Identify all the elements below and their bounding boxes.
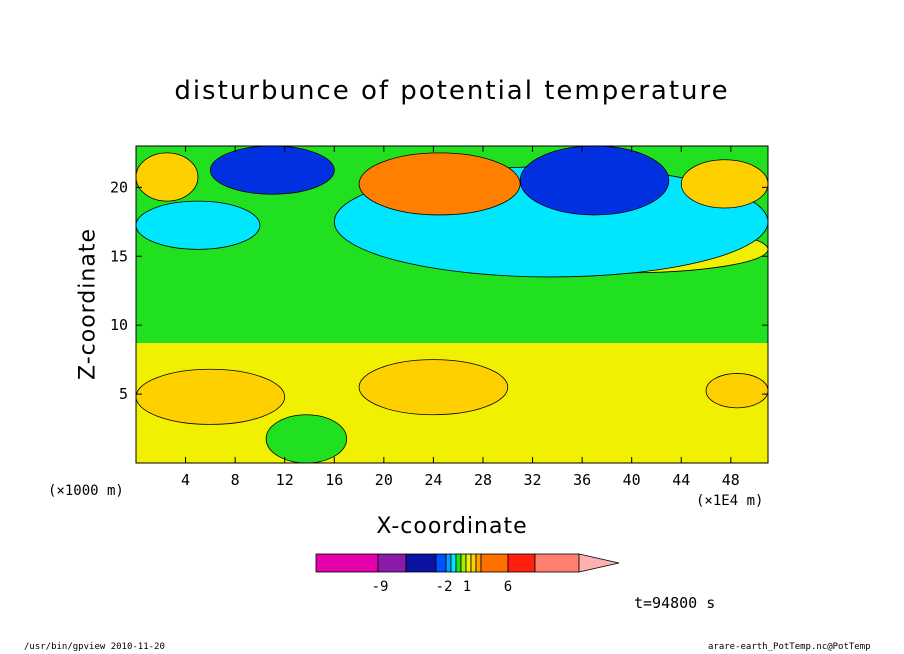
x-tick-label: 32 (524, 471, 542, 489)
colorbar-swatch (455, 553, 462, 573)
colorbar-swatch (435, 553, 447, 573)
colorbar-swatch (480, 553, 509, 573)
colorbar-swatch (405, 553, 437, 573)
field-region (136, 200, 261, 250)
y-tick-label: 10 (110, 316, 128, 334)
colorbar-tick-label: 1 (463, 579, 471, 595)
colorbar-arrow (578, 553, 620, 573)
x-axis-label: X-coordinate (376, 514, 528, 539)
field-region (358, 152, 521, 216)
time-label: t=94800 s (634, 594, 716, 612)
chart-title: disturbunce of potential temperature (174, 76, 730, 106)
field-region (705, 373, 768, 409)
colorbar-swatch (460, 553, 467, 573)
field-region (136, 152, 199, 202)
field-region (265, 414, 348, 463)
colorbar-tick-label: 6 (504, 579, 512, 595)
colorbar-swatch (534, 553, 580, 573)
x-tick-label: 48 (722, 471, 740, 489)
colorbar: -9 -2 1 6 (315, 553, 620, 595)
field-region (209, 146, 335, 195)
y-axis: 5 10 15 20 (110, 178, 768, 403)
x-tick-label: 44 (672, 471, 690, 489)
x-axis: 4 8 12 16 20 24 28 32 36 40 44 48 (181, 146, 740, 489)
colorbar-swatch (465, 553, 472, 573)
footer-right: arare-earth_PotTemp.nc@PotTemp (708, 642, 871, 652)
field-region (358, 359, 509, 416)
x-tick-label: 8 (231, 471, 240, 489)
x-tick-label: 28 (474, 471, 492, 489)
x-tick-label: 4 (181, 471, 190, 489)
colorbar-swatch (377, 553, 407, 573)
colorbar-swatch (470, 553, 477, 573)
colorbar-swatch (315, 553, 379, 573)
x-tick-label: 20 (375, 471, 393, 489)
field-region (680, 159, 768, 209)
colorbar-swatch (450, 553, 457, 573)
plot-frame (135, 145, 769, 464)
colorbar-tick-label: -9 (372, 579, 389, 595)
y-axis-label: Z-coordinate (75, 228, 101, 380)
colorbar-swatch (475, 553, 482, 573)
x-unit-right-label: (×1E4 m) (696, 493, 764, 509)
x-unit-label: (×1000 m) (48, 483, 124, 499)
x-tick-label: 24 (424, 471, 442, 489)
field-region (519, 146, 670, 216)
colorbar-swatch (445, 553, 452, 573)
footer-left: /usr/bin/gpview 2010-11-20 (24, 642, 165, 652)
x-tick-label: 36 (573, 471, 591, 489)
contour-field (136, 146, 768, 463)
colorbar-swatch (507, 553, 536, 573)
y-tick-label: 20 (110, 178, 128, 196)
x-tick-label: 40 (623, 471, 641, 489)
y-tick-label: 5 (119, 385, 128, 403)
colorbar-tick-label: -2 (436, 579, 453, 595)
field-region (136, 368, 286, 425)
y-tick-label: 15 (110, 247, 128, 265)
x-tick-label: 12 (276, 471, 294, 489)
x-tick-label: 16 (325, 471, 343, 489)
